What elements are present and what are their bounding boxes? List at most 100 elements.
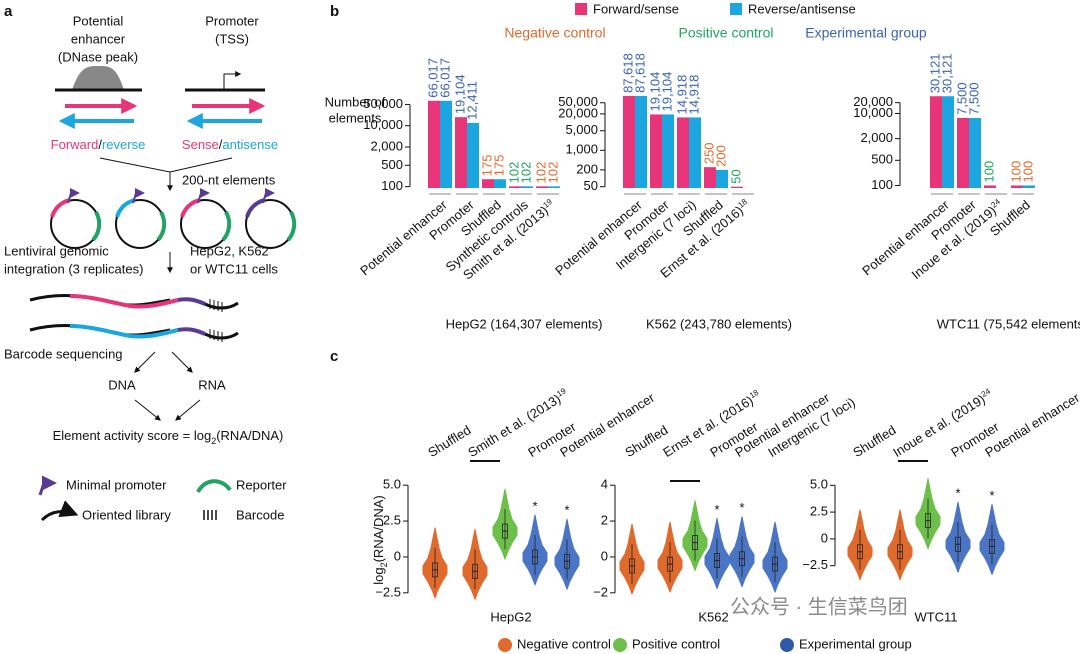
y-tick-label: 500 <box>381 157 403 172</box>
y-tick-label: 200 <box>576 161 598 176</box>
enhancer-label: enhancer <box>71 31 126 46</box>
legend-dot <box>498 638 512 652</box>
y-axis-title-text: (RNA/DNA) <box>371 495 386 562</box>
y-tick-label: 2.5 <box>383 512 401 527</box>
bar <box>704 167 716 188</box>
y-tick-label: −2.5 <box>802 557 828 572</box>
significance-marker: * <box>739 500 744 515</box>
y-axis-title-sub: 2 <box>379 562 389 567</box>
panel-label: b <box>330 3 339 20</box>
bar <box>984 185 996 188</box>
value-label: 19,104 <box>659 72 674 112</box>
y-tick-label: 2 <box>601 512 608 527</box>
sense-antisense: Sense/antisense <box>182 137 278 152</box>
bar <box>455 117 467 188</box>
cells-label: or WTC11 cells <box>190 261 278 276</box>
bar <box>635 95 647 188</box>
bar <box>957 117 969 188</box>
value-label: 19,104 <box>452 74 467 114</box>
y-axis-title: Number of <box>325 94 386 109</box>
y-tick-label: 2.5 <box>810 504 828 519</box>
y-tick-label: 10,000 <box>363 117 403 132</box>
x-axis-title: HepG2 <box>490 609 531 624</box>
panel-label: c <box>330 348 338 365</box>
x-axis-title: K562 <box>698 609 728 624</box>
bar <box>467 122 479 188</box>
plasmids <box>50 188 297 249</box>
x-axis-title: HepG2 (164,307 elements) <box>446 316 603 331</box>
x-tick-label: Shuffled <box>425 423 473 461</box>
bar <box>731 186 743 188</box>
value-label: 87,618 <box>620 53 635 93</box>
legend-swatch <box>730 3 742 15</box>
y-tick-label: 1,000 <box>565 142 598 157</box>
bar <box>942 96 954 188</box>
value-label: 250 <box>701 142 716 164</box>
legend-label: Minimal promoter <box>66 477 167 492</box>
score-label: Element activity score = log2(RNA/DNA) <box>53 428 284 446</box>
bar <box>716 169 728 188</box>
value-label: 100 <box>981 161 996 183</box>
y-tick-label: 50,000 <box>558 94 598 109</box>
enhancer-label: Potential <box>73 13 124 28</box>
bar <box>662 114 674 188</box>
legend-label: Forward/sense <box>593 1 679 16</box>
bar <box>482 179 494 188</box>
step-arrow <box>171 351 193 373</box>
bar <box>428 100 440 188</box>
y-tick-label: 50,000 <box>363 96 403 111</box>
cells-label: HepG2, K562 <box>190 243 269 258</box>
x-tick-label: Smith et al. (2013)19 <box>465 386 571 461</box>
bar <box>494 179 506 188</box>
bar <box>1023 185 1035 188</box>
x-axis-title: WTC11 <box>914 609 957 624</box>
x-tick-label: Shuffled <box>850 423 898 461</box>
panel-label: a <box>4 3 13 20</box>
x-tick-label-text: Shuffled <box>622 423 670 461</box>
value-label: 66,017 <box>425 58 440 98</box>
legend-label: Barcode <box>236 507 284 522</box>
legend-label: Positive control <box>632 636 720 651</box>
sequencing-label: Barcode sequencing <box>4 346 123 361</box>
value-label: 100 <box>1020 161 1035 183</box>
dna-label: DNA <box>108 377 136 392</box>
tss-arrow <box>223 71 242 90</box>
step-arrow <box>175 399 201 421</box>
y-tick-label: 10,000 <box>853 105 893 120</box>
y-axis-title: log2(RNA/DNA) <box>371 495 389 585</box>
value-label: 14,918 <box>686 75 701 115</box>
library-icon <box>40 500 79 522</box>
legend-dot <box>613 638 627 652</box>
value-label: 30,121 <box>927 53 942 93</box>
value-label: 66,017 <box>437 58 452 98</box>
y-tick-label: 5.0 <box>810 477 828 492</box>
value-label: 200 <box>713 145 728 167</box>
bar <box>623 95 635 188</box>
x-tick-label: Shuffled <box>622 423 670 461</box>
value-label: 14,918 <box>674 75 689 115</box>
bar <box>930 96 942 188</box>
x-tick-label-text: Shuffled <box>850 423 898 461</box>
y-tick-label: 0 <box>394 548 401 563</box>
integration-label: integration (3 replicates) <box>4 261 143 276</box>
bar <box>536 186 548 188</box>
rna-label: RNA <box>198 377 226 392</box>
x-axis-title: WTC11 (75,542 elements) <box>937 316 1080 331</box>
x-tick-label: Inoue et al. (2019)24 <box>890 386 996 460</box>
diagram: Potential enhancer (DNase peak) Promoter… <box>4 13 297 522</box>
bar <box>548 186 560 188</box>
x-tick-label-text: Inoue et al. (2019) <box>890 392 987 461</box>
y-tick-label: 100 <box>381 178 403 193</box>
promoter-label: Promoter <box>205 13 259 28</box>
value-label: 100 <box>1008 161 1023 183</box>
group-label: Positive control <box>679 25 774 41</box>
y-tick-label: 2,000 <box>860 130 893 145</box>
step-arrow <box>134 351 156 373</box>
promoter-label: (TSS) <box>215 31 249 46</box>
integrated-constructs <box>29 294 239 342</box>
y-tick-label: 0 <box>821 530 828 545</box>
bar <box>969 117 981 188</box>
value-label: 102 <box>533 162 548 184</box>
legend-dot <box>780 638 794 652</box>
significance-marker: * <box>714 502 719 517</box>
